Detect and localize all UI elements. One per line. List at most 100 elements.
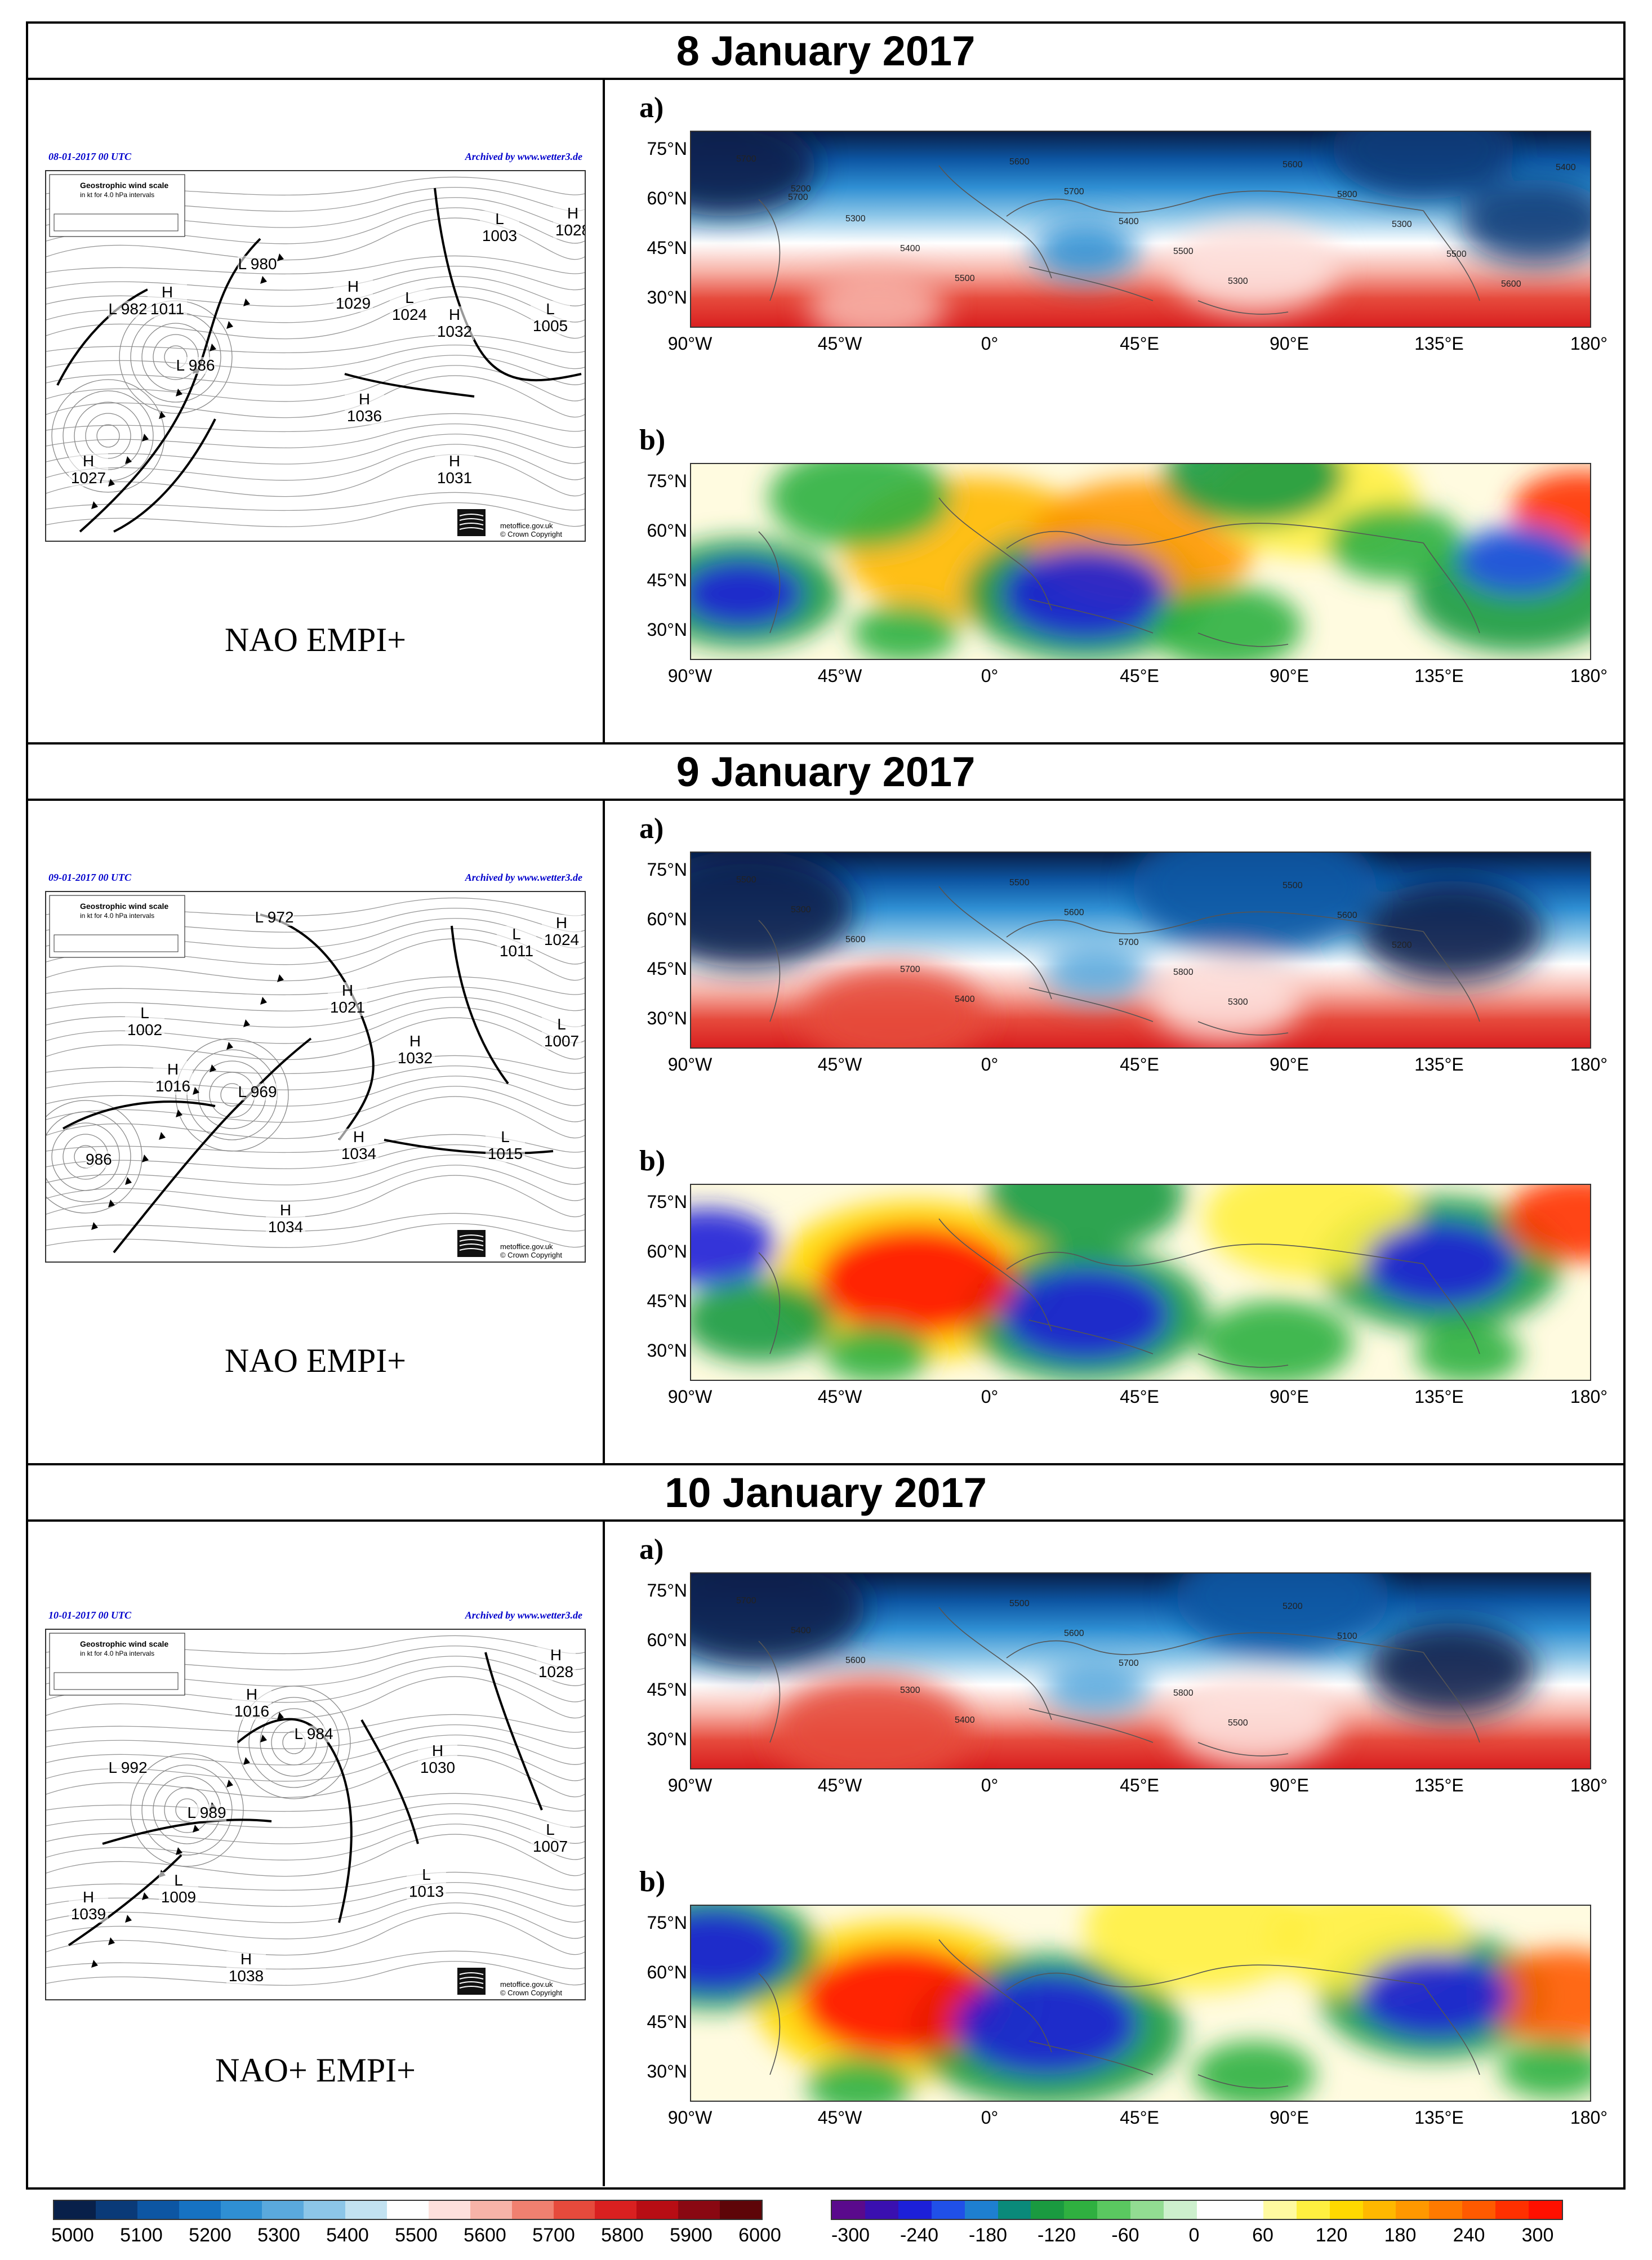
colorbar-swatch — [1263, 2201, 1297, 2219]
colorbar-tick-label: 6000 — [738, 2225, 781, 2246]
longitude-tick-label: 0° — [981, 333, 999, 354]
longitude-tick-label: 135°E — [1414, 1387, 1464, 1407]
colorbar-swatch — [262, 2201, 304, 2219]
panel-title: 10 January 2017 — [28, 1465, 1623, 1522]
contour-label: 5700 — [1119, 1659, 1139, 1668]
svg-text:Geostrophic wind scale: Geostrophic wind scale — [80, 181, 168, 190]
latitude-tick-label: 30°N — [647, 287, 688, 307]
latitude-tick-label: 75°N — [647, 1913, 688, 1933]
colorbar-swatch — [1097, 2201, 1131, 2219]
colorbar-swatch — [1230, 2201, 1263, 2219]
colorbar-tick-label: 5000 — [51, 2225, 94, 2246]
longitude-tick-label: 45°W — [817, 666, 862, 686]
pressure-center-label: L 1003 — [480, 211, 519, 244]
latitude-tick-label: 75°N — [647, 471, 688, 491]
colorbar-swatch — [387, 2201, 429, 2219]
colorbar-swatch — [1031, 2201, 1065, 2219]
pressure-center-label: L 1015 — [486, 1129, 525, 1162]
colorbar-tick-label: 5200 — [189, 2225, 231, 2246]
map-anomaly — [690, 1905, 1591, 2102]
pressure-center-label: L 992 — [108, 1759, 148, 1776]
pressure-center-label: L 969 — [238, 1083, 277, 1100]
colorbar-tick-label: 300 — [1521, 2225, 1554, 2246]
colorbar-tick-label: 5400 — [326, 2225, 369, 2246]
contour-label: 5800 — [1173, 1688, 1194, 1698]
pressure-center-label: H 1024 — [542, 915, 581, 948]
pressure-center-label: H 1032 — [435, 306, 474, 340]
contour-label: 5400 — [791, 1626, 811, 1635]
pressure-center-label: L 989 — [187, 1804, 226, 1821]
latitude-tick-label: 45°N — [647, 238, 688, 258]
longitude-tick-label: 90°E — [1270, 1054, 1309, 1075]
colorbar-tick-label: -180 — [968, 2225, 1008, 2246]
latitude-tick-label: 75°N — [647, 859, 688, 880]
contour-label: 5600 — [1337, 911, 1357, 920]
contour-label: 5600 — [1283, 160, 1303, 170]
anomaly-field — [691, 464, 1590, 659]
colorbar-swatch — [220, 2201, 262, 2219]
colorbar-tick-label: 180 — [1384, 2225, 1417, 2246]
longitude-tick-label: 45°E — [1120, 2107, 1159, 2128]
pressure-center-label: L 1007 — [542, 1016, 581, 1050]
latitude-tick-label: 45°N — [647, 1291, 688, 1311]
contour-label: 5100 — [1337, 1632, 1357, 1641]
contour-label: 5500 — [736, 875, 756, 885]
colorbar-swatch — [553, 2201, 595, 2219]
latitude-tick-label: 45°N — [647, 570, 688, 590]
chart-date: 10-01-2017 00 UTC — [48, 1610, 131, 1621]
subpanel-label-a: a) — [639, 1534, 664, 1566]
contour-label: 5700 — [788, 193, 808, 202]
colorbar-swatch — [1130, 2201, 1164, 2219]
anomaly-field — [691, 1185, 1590, 1380]
longitude-tick-label: 45°E — [1120, 1775, 1159, 1795]
colorbar-swatch — [304, 2201, 346, 2219]
colorbar-swatch — [511, 2201, 554, 2219]
longitude-tick-label: 180° — [1570, 1387, 1608, 1407]
colorbar-swatch — [1495, 2201, 1529, 2219]
anomaly-field — [691, 1906, 1590, 2101]
latitude-tick-label: 30°N — [647, 1729, 688, 1749]
svg-text:in kt for 4.0 hPa intervals: in kt for 4.0 hPa intervals — [80, 1650, 154, 1657]
colorbar-swatch — [179, 2201, 221, 2219]
surface-pressure-chart: 08-01-2017 00 UTC Archived by www.wetter3… — [45, 151, 586, 542]
longitude-tick-label: 180° — [1570, 2107, 1608, 2128]
pressure-center-label: 986 — [86, 1151, 112, 1168]
metoffice-credit: metoffice.gov.uk © Crown Copyright — [500, 1980, 562, 1997]
geopotential-field — [691, 132, 1590, 327]
pressure-center-label: L 1007 — [531, 1821, 570, 1855]
archive-credit: Archived by www.wetter3.de — [465, 872, 582, 883]
colorbar-swatch — [1296, 2201, 1330, 2219]
pressure-center-label: H 1021 — [328, 982, 367, 1016]
contour-label: 5600 — [1064, 1629, 1084, 1638]
longitude-tick-label: 90°E — [1270, 1775, 1309, 1795]
pressure-center-label: H 1031 — [435, 453, 474, 487]
contour-label: 5600 — [1009, 157, 1030, 167]
longitude-tick-label: 90°W — [667, 1775, 713, 1795]
longitude-tick-label: 45°W — [817, 1775, 862, 1795]
colorbar-tick-label: 5600 — [464, 2225, 506, 2246]
map-geopotential: 5700 5200 5300 5400 5500 5600 5700 5400 5500 5300… — [690, 131, 1591, 328]
latitude-tick-label: 60°N — [647, 1241, 688, 1262]
colorbar-swatch — [1196, 2201, 1230, 2219]
map-anomaly — [690, 1184, 1591, 1381]
pressure-center-label: H 1016 — [153, 1061, 193, 1095]
latitude-tick-label: 75°N — [647, 139, 688, 159]
longitude-tick-label: 0° — [981, 666, 999, 686]
colorbar-tick-label: -120 — [1037, 2225, 1076, 2246]
longitude-tick-label: 45°E — [1120, 666, 1159, 686]
subpanel-label-b: b) — [639, 1145, 666, 1177]
contour-label: 5400 — [1556, 163, 1576, 172]
colorbar-swatch — [345, 2201, 387, 2219]
pressure-center-label: H 1030 — [418, 1742, 457, 1776]
panel-title: 8 January 2017 — [28, 24, 1623, 80]
pressure-center-label: H 1028 — [553, 205, 585, 239]
longitude-tick-label: 45°E — [1120, 1387, 1159, 1407]
longitude-tick-label: 135°E — [1414, 1775, 1464, 1795]
colorbar-tick-label: -240 — [900, 2225, 939, 2246]
contour-label: 5800 — [1337, 190, 1357, 199]
colorbar-tick-label: 5700 — [532, 2225, 575, 2246]
contour-label: 5700 — [900, 965, 920, 974]
pressure-center-label: L 1024 — [390, 289, 429, 323]
